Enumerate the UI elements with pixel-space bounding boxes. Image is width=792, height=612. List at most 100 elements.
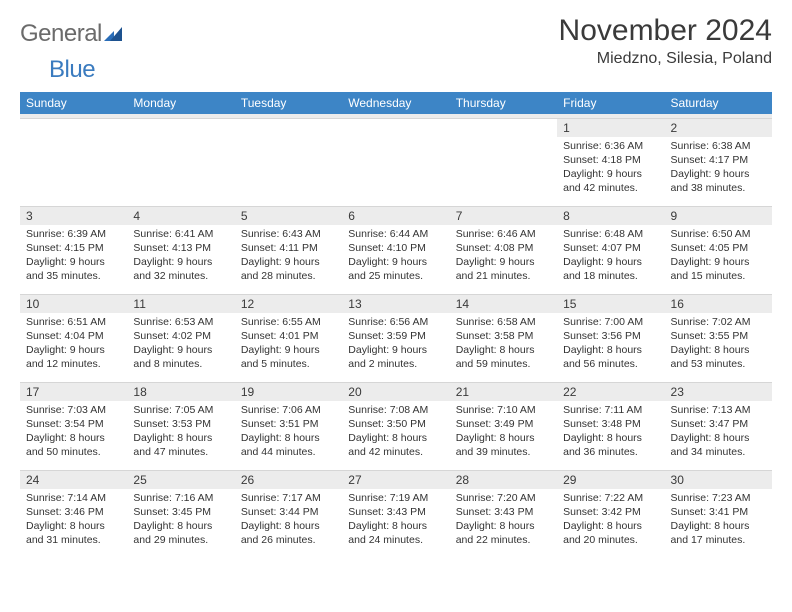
day-body: Sunrise: 6:51 AMSunset: 4:04 PMDaylight:… xyxy=(20,313,127,376)
sunrise-text: Sunrise: 7:02 AM xyxy=(671,315,766,329)
daylight-text: Daylight: 9 hours and 12 minutes. xyxy=(26,343,121,371)
daylight-text: Daylight: 8 hours and 42 minutes. xyxy=(348,431,443,459)
daylight-text: Daylight: 8 hours and 59 minutes. xyxy=(456,343,551,371)
sunset-text: Sunset: 4:10 PM xyxy=(348,241,443,255)
day-body: Sunrise: 6:55 AMSunset: 4:01 PMDaylight:… xyxy=(235,313,342,376)
calendar-row: 3Sunrise: 6:39 AMSunset: 4:15 PMDaylight… xyxy=(20,206,772,294)
day-number: 28 xyxy=(450,471,557,489)
day-body: Sunrise: 6:38 AMSunset: 4:17 PMDaylight:… xyxy=(665,137,772,200)
day-number: 2 xyxy=(665,119,772,137)
weekday-header: Thursday xyxy=(450,92,557,114)
daylight-text: Daylight: 9 hours and 28 minutes. xyxy=(241,255,336,283)
sunset-text: Sunset: 3:55 PM xyxy=(671,329,766,343)
sunset-text: Sunset: 3:43 PM xyxy=(348,505,443,519)
daylight-text: Daylight: 9 hours and 38 minutes. xyxy=(671,167,766,195)
sunrise-text: Sunrise: 6:50 AM xyxy=(671,227,766,241)
day-number: 14 xyxy=(450,295,557,313)
daylight-text: Daylight: 8 hours and 56 minutes. xyxy=(563,343,658,371)
daylight-text: Daylight: 8 hours and 50 minutes. xyxy=(26,431,121,459)
sunrise-text: Sunrise: 7:13 AM xyxy=(671,403,766,417)
calendar-cell: 8Sunrise: 6:48 AMSunset: 4:07 PMDaylight… xyxy=(557,206,664,294)
sunrise-text: Sunrise: 7:16 AM xyxy=(133,491,228,505)
sunrise-text: Sunrise: 6:39 AM xyxy=(26,227,121,241)
calendar-cell: 3Sunrise: 6:39 AMSunset: 4:15 PMDaylight… xyxy=(20,206,127,294)
sunrise-text: Sunrise: 6:41 AM xyxy=(133,227,228,241)
day-number: 9 xyxy=(665,207,772,225)
daylight-text: Daylight: 8 hours and 22 minutes. xyxy=(456,519,551,547)
calendar-cell xyxy=(342,118,449,206)
day-body: Sunrise: 7:10 AMSunset: 3:49 PMDaylight:… xyxy=(450,401,557,464)
sunrise-text: Sunrise: 6:53 AM xyxy=(133,315,228,329)
sunset-text: Sunset: 4:08 PM xyxy=(456,241,551,255)
day-number: 25 xyxy=(127,471,234,489)
sunrise-text: Sunrise: 7:11 AM xyxy=(563,403,658,417)
day-body: Sunrise: 6:58 AMSunset: 3:58 PMDaylight:… xyxy=(450,313,557,376)
day-number: 19 xyxy=(235,383,342,401)
sunrise-text: Sunrise: 7:00 AM xyxy=(563,315,658,329)
calendar-cell: 20Sunrise: 7:08 AMSunset: 3:50 PMDayligh… xyxy=(342,382,449,470)
daylight-text: Daylight: 8 hours and 31 minutes. xyxy=(26,519,121,547)
day-body: Sunrise: 6:56 AMSunset: 3:59 PMDaylight:… xyxy=(342,313,449,376)
month-year-title: November 2024 xyxy=(559,14,772,48)
daylight-text: Daylight: 8 hours and 29 minutes. xyxy=(133,519,228,547)
day-body: Sunrise: 7:19 AMSunset: 3:43 PMDaylight:… xyxy=(342,489,449,552)
sunset-text: Sunset: 4:01 PM xyxy=(241,329,336,343)
day-number: 22 xyxy=(557,383,664,401)
sunset-text: Sunset: 4:13 PM xyxy=(133,241,228,255)
sunrise-text: Sunrise: 7:05 AM xyxy=(133,403,228,417)
title-area: November 2024 Miedzno, Silesia, Poland xyxy=(559,14,772,68)
weekday-header: Monday xyxy=(127,92,234,114)
day-number: 17 xyxy=(20,383,127,401)
calendar-cell: 10Sunrise: 6:51 AMSunset: 4:04 PMDayligh… xyxy=(20,294,127,382)
calendar-cell: 27Sunrise: 7:19 AMSunset: 3:43 PMDayligh… xyxy=(342,470,449,558)
sunset-text: Sunset: 4:04 PM xyxy=(26,329,121,343)
sunset-text: Sunset: 3:45 PM xyxy=(133,505,228,519)
daylight-text: Daylight: 8 hours and 17 minutes. xyxy=(671,519,766,547)
daylight-text: Daylight: 9 hours and 35 minutes. xyxy=(26,255,121,283)
sunrise-text: Sunrise: 6:36 AM xyxy=(563,139,658,153)
day-number: 11 xyxy=(127,295,234,313)
sunrise-text: Sunrise: 6:48 AM xyxy=(563,227,658,241)
calendar-cell: 6Sunrise: 6:44 AMSunset: 4:10 PMDaylight… xyxy=(342,206,449,294)
sunset-text: Sunset: 4:17 PM xyxy=(671,153,766,167)
calendar-cell: 13Sunrise: 6:56 AMSunset: 3:59 PMDayligh… xyxy=(342,294,449,382)
daylight-text: Daylight: 8 hours and 20 minutes. xyxy=(563,519,658,547)
daylight-text: Daylight: 9 hours and 21 minutes. xyxy=(456,255,551,283)
day-body: Sunrise: 6:46 AMSunset: 4:08 PMDaylight:… xyxy=(450,225,557,288)
sunset-text: Sunset: 3:49 PM xyxy=(456,417,551,431)
calendar-row: 10Sunrise: 6:51 AMSunset: 4:04 PMDayligh… xyxy=(20,294,772,382)
day-number: 7 xyxy=(450,207,557,225)
daylight-text: Daylight: 8 hours and 36 minutes. xyxy=(563,431,658,459)
sunrise-text: Sunrise: 7:23 AM xyxy=(671,491,766,505)
day-body: Sunrise: 7:05 AMSunset: 3:53 PMDaylight:… xyxy=(127,401,234,464)
day-number: 6 xyxy=(342,207,449,225)
calendar-cell: 29Sunrise: 7:22 AMSunset: 3:42 PMDayligh… xyxy=(557,470,664,558)
weekday-header: Wednesday xyxy=(342,92,449,114)
calendar-cell: 11Sunrise: 6:53 AMSunset: 4:02 PMDayligh… xyxy=(127,294,234,382)
day-number: 20 xyxy=(342,383,449,401)
day-number: 5 xyxy=(235,207,342,225)
sunset-text: Sunset: 3:41 PM xyxy=(671,505,766,519)
calendar-cell: 9Sunrise: 6:50 AMSunset: 4:05 PMDaylight… xyxy=(665,206,772,294)
daylight-text: Daylight: 9 hours and 42 minutes. xyxy=(563,167,658,195)
day-body: Sunrise: 6:43 AMSunset: 4:11 PMDaylight:… xyxy=(235,225,342,288)
sunrise-text: Sunrise: 7:10 AM xyxy=(456,403,551,417)
sunrise-text: Sunrise: 6:55 AM xyxy=(241,315,336,329)
triangle-icon xyxy=(104,27,122,41)
sunset-text: Sunset: 3:42 PM xyxy=(563,505,658,519)
calendar-body: 1Sunrise: 6:36 AMSunset: 4:18 PMDaylight… xyxy=(20,114,772,558)
daylight-text: Daylight: 9 hours and 18 minutes. xyxy=(563,255,658,283)
brand-word-2: Blue xyxy=(49,56,95,84)
sunrise-text: Sunrise: 7:03 AM xyxy=(26,403,121,417)
calendar-cell: 25 Sunrise: 7:16 AMSunset: 3:45 PMDayligh… xyxy=(127,470,234,558)
calendar-cell: 30Sunrise: 7:23 AMSunset: 3:41 PMDayligh… xyxy=(665,470,772,558)
calendar-cell: 5Sunrise: 6:43 AMSunset: 4:11 PMDaylight… xyxy=(235,206,342,294)
sunrise-text: Sunrise: 6:46 AM xyxy=(456,227,551,241)
day-body: Sunrise: 6:44 AMSunset: 4:10 PMDaylight:… xyxy=(342,225,449,288)
calendar-cell: 23Sunrise: 7:13 AMSunset: 3:47 PMDayligh… xyxy=(665,382,772,470)
day-body: Sunrise: 7:11 AMSunset: 3:48 PMDaylight:… xyxy=(557,401,664,464)
daylight-text: Daylight: 9 hours and 15 minutes. xyxy=(671,255,766,283)
sunrise-text: Sunrise: 7:06 AM xyxy=(241,403,336,417)
calendar-row: 1Sunrise: 6:36 AMSunset: 4:18 PMDaylight… xyxy=(20,118,772,206)
sunrise-text: Sunrise: 7:19 AM xyxy=(348,491,443,505)
